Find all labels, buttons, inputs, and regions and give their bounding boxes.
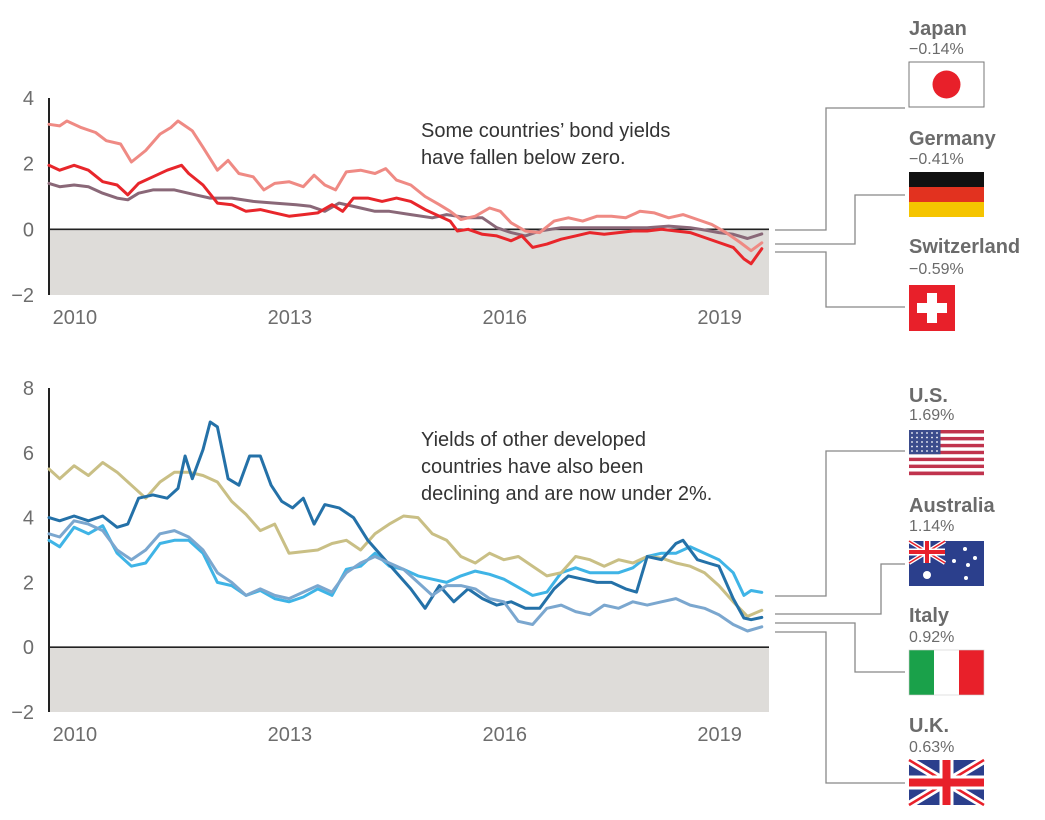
country-name: U.K. [909,715,949,737]
country-yield-value: −0.41% [909,151,964,168]
country-label-uk: U.K. 0.63% [775,631,987,809]
y-tick-label: −2 [11,285,34,307]
y-tick-label: −2 [11,702,34,724]
country-yield-value: 0.63% [909,739,954,756]
country-label-switzerland: Switzerland −0.59% [775,236,1020,331]
y-tick-label: 2 [23,572,34,594]
leader-line [775,251,905,308]
country-name: Australia [909,495,995,517]
leader-line [775,563,905,615]
chart-annotation: Some countries’ bond yields [421,120,670,142]
country-yield-value: 1.69% [909,407,954,424]
series-line-australia [47,461,764,618]
y-tick-label: 0 [23,637,34,659]
series-line-japan [47,181,764,240]
country-yield-value: −0.59% [909,261,964,278]
japan-flag-icon [908,61,985,108]
y-tick-label: 6 [23,443,34,465]
x-tick-label: 2019 [697,724,742,746]
italy-flag-icon [908,649,985,696]
x-tick-label: 2010 [53,307,98,329]
x-tick-label: 2016 [483,307,528,329]
leader-line [775,107,905,231]
y-tick-label: 8 [23,378,34,400]
uk-flag-icon [906,756,987,809]
series-line-germany [47,119,764,253]
series-line-us [47,524,764,604]
series-line-uk [47,519,764,633]
leader-line [775,631,905,784]
y-tick-label: 0 [23,219,34,241]
chart-panel-negative: 4 2 0 −2 2010 2013 2016 2019 Some countries’ bon… [11,18,1020,331]
country-yield-value: 0.92% [909,629,954,646]
series-line-italy [47,420,764,622]
leader-line [775,622,905,673]
country-label-italy: Italy 0.92% [775,605,985,696]
y-tick-label: 4 [23,88,34,110]
y-tick-label: 2 [23,154,34,176]
leader-line [775,450,905,597]
germany-flag-icon [909,172,984,217]
chart-annotation: countries have also been [421,456,643,478]
chart-panel-developed: 8 6 4 2 0 −2 2010 2013 2016 2019 Yields of other d… [11,378,995,809]
country-label-us: U.S.1.69% [775,385,984,597]
chart-annotation: Yields of other developed [421,429,646,451]
us-flag-icon [909,430,984,476]
x-tick-label: 2013 [268,724,313,746]
y-tick-label: 4 [23,508,34,530]
country-label-germany: Germany−0.41% [775,128,997,245]
leader-line [775,194,905,245]
series-line-switzerland [47,163,764,266]
switzerland-flag-icon [909,285,955,331]
country-name: Italy [909,605,950,627]
x-tick-label: 2010 [53,724,98,746]
chart-annotation: declining and are now under 2%. [421,483,712,505]
x-tick-label: 2016 [483,724,528,746]
negative-region-shading [49,647,769,712]
x-tick-label: 2019 [697,307,742,329]
x-tick-label: 2013 [268,307,313,329]
country-name: U.S. [909,385,948,407]
country-yield-value: 1.14% [909,518,954,535]
country-name: Germany [909,128,997,150]
country-yield-value: −0.14% [909,41,964,58]
negative-region-shading [49,229,769,295]
chart-annotation: have fallen below zero. [421,147,626,169]
country-name: Japan [909,18,967,40]
country-label-japan: Japan−0.14% [775,18,985,231]
australia-flag-icon [907,539,984,586]
country-name: Switzerland [909,236,1020,258]
